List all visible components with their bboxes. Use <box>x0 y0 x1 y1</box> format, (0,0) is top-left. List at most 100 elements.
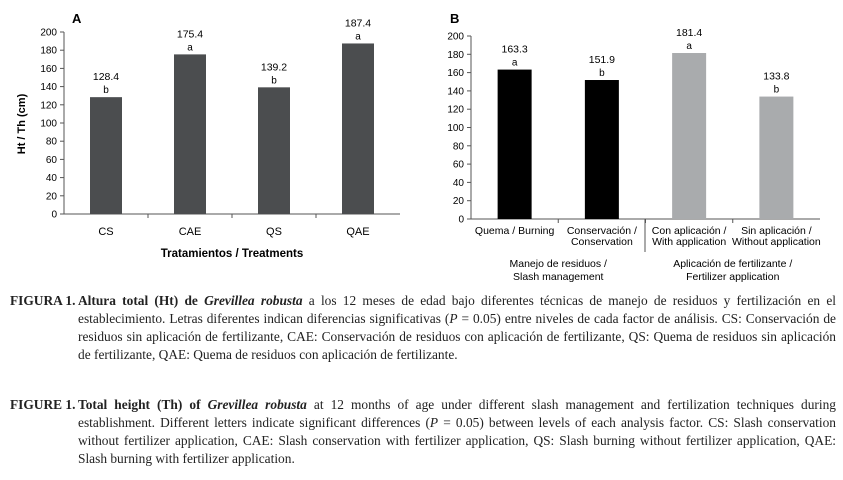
panel-a-ytick-label-0: 0 <box>51 210 57 221</box>
panel-b-letter-3: a <box>686 41 692 52</box>
panel-a-ytick-label-7: 140 <box>40 82 57 93</box>
panel-b-label: B <box>450 11 459 26</box>
panel-b-bars: 163.3 a 151.9 b 181.4 a 133.8 b <box>497 27 794 220</box>
caption-en-text: Total height (Th) of Grevillea robusta a… <box>78 396 836 468</box>
caption-en-part3: = 0.05) between levels of each analysis … <box>78 415 836 466</box>
panel-b-category-3: Con aplicación / With application <box>652 225 727 248</box>
panel-b-group-label-1-line-2: Slash management <box>513 271 604 283</box>
panel-a-category-1-line-1: CS <box>98 226 113 238</box>
panel-a-value-label-2: 175.4 <box>177 28 203 40</box>
caption-spanish: FIGURA 1. Altura total (Ht) de Grevillea… <box>10 292 836 364</box>
panel-b-letter-4: b <box>774 85 780 96</box>
panel-b-bar-2 <box>584 80 619 219</box>
charts-figure: A Ht / Th (cm) 0 20 40 60 80 100 120 140 160 180 2… <box>16 11 821 283</box>
panel-a-value-label-1: 128.4 <box>93 71 119 83</box>
panel-b-category-4: Sin aplicación / Without application <box>732 225 821 248</box>
caption-en-part1: Total height (Th) of <box>78 397 208 412</box>
panel-b-category-2: Conservación / Conservation <box>567 225 637 248</box>
panel-b-category-2-line-2: Conservation <box>571 236 633 248</box>
panel-a-bar-4 <box>342 43 374 214</box>
chart-panel-b: B 0 20 40 60 80 100 120 140 160 180 200 163.3 a 151.… <box>447 11 821 283</box>
panel-b-ytick-label-8: 160 <box>447 68 464 79</box>
caption-es-label: FIGURA 1. <box>10 293 76 308</box>
panel-b-ytick-label-7: 140 <box>447 86 464 97</box>
panel-b-ytick-label-4: 80 <box>453 141 465 152</box>
panel-a-ytick-label-1: 20 <box>46 191 58 202</box>
caption-en-part2: at 12 months of age under different slas… <box>78 397 836 430</box>
caption-english: FIGURE 1. Total height (Th) of Grevillea… <box>10 396 836 468</box>
caption-es-text: Altura total (Ht) de Grevillea robusta a… <box>78 292 836 364</box>
panel-a-category-3: QS <box>266 226 282 238</box>
panel-b-category-4-line-1: Sin aplicación / <box>741 225 812 237</box>
panel-a-ytick-label-4: 80 <box>46 137 58 148</box>
panel-a-ylabel: Ht / Th (cm) <box>16 93 28 154</box>
panel-b-ytick-label-5: 100 <box>447 123 464 134</box>
panel-a-ytick-label-5: 100 <box>40 119 57 130</box>
panel-a-letter-2: a <box>187 42 193 53</box>
caption-es-p-symbol: P <box>449 311 458 326</box>
panel-a-y-ticks: 0 20 40 60 80 100 120 140 160 180 200 <box>40 28 64 221</box>
panel-a-ytick-label-10: 200 <box>40 28 57 39</box>
panel-b-group-label-1-line-1: Manejo de residuos / <box>510 258 608 270</box>
panel-b-letter-2: b <box>599 68 605 79</box>
panel-a-category-4-line-1: QAE <box>346 226 369 238</box>
panel-b-ytick-label-6: 120 <box>447 105 464 116</box>
panel-a-ytick-label-3: 60 <box>46 155 58 166</box>
panel-b-value-label-4: 133.8 <box>763 71 789 83</box>
panel-b-category-4-line-2: Without application <box>732 236 821 248</box>
panel-a-category-2: CAE <box>179 226 202 238</box>
panel-a-letter-3: b <box>271 75 277 86</box>
panel-b-ytick-label-9: 180 <box>447 50 464 61</box>
panel-b-group-label-2-line-1: Aplicación de fertilizante / <box>673 258 792 270</box>
panel-a-category-4: QAE <box>346 226 369 238</box>
panel-a-bar-3 <box>258 87 290 214</box>
caption-es-part3: = 0.05) entre niveles de cada factor de … <box>78 311 836 362</box>
caption-es-species: Grevillea robusta <box>204 293 303 308</box>
panel-a-value-label-4: 187.4 <box>345 17 371 29</box>
panel-b-categories: Quema / Burning Conservación / Conservatio… <box>475 219 821 248</box>
panel-a-ytick-label-2: 40 <box>46 173 58 184</box>
panel-b-category-3-line-1: Con aplicación / <box>652 225 727 237</box>
panel-b-group-label-2-line-2: Fertilizer application <box>686 271 780 283</box>
panel-b-value-label-1: 163.3 <box>501 44 527 56</box>
panel-b-group-label-2: Aplicación de fertilizante / Fertilizer a… <box>673 258 792 283</box>
panel-b-category-3-line-2: With application <box>652 236 726 248</box>
panel-a-bar-2 <box>174 54 206 214</box>
caption-en-label: FIGURE 1. <box>10 397 76 412</box>
panel-a-value-label-3: 139.2 <box>261 61 287 73</box>
panel-a-ytick-label-9: 180 <box>40 46 57 57</box>
panel-b-letter-1: a <box>512 58 518 69</box>
panel-a-category-2-line-1: CAE <box>179 226 202 238</box>
panel-b-ytick-label-2: 40 <box>453 178 465 189</box>
panel-b-group-label-1: Manejo de residuos / Slash management <box>510 258 608 283</box>
panel-a-letter-1: b <box>103 85 109 96</box>
panel-a-label: A <box>72 11 82 26</box>
panel-b-y-ticks: 0 20 40 60 80 100 120 140 160 180 200 <box>447 32 471 226</box>
panel-a-letter-4: a <box>355 31 361 42</box>
caption-en-species: Grevillea robusta <box>207 397 307 412</box>
panel-b-bar-3 <box>672 53 707 220</box>
panel-b-ytick-label-0: 0 <box>458 215 464 226</box>
panel-a-category-3-line-1: QS <box>266 226 282 238</box>
panel-b-value-label-2: 151.9 <box>589 54 615 66</box>
chart-panel-a: A Ht / Th (cm) 0 20 40 60 80 100 120 140 160 180 2… <box>16 11 400 260</box>
panel-a-ytick-label-6: 120 <box>40 100 57 111</box>
panel-a-bar-1 <box>90 97 122 214</box>
panel-b-category-2-line-1: Conservación / <box>567 225 637 237</box>
panel-a-xlabel: Tratamientos / Treatments <box>161 248 304 260</box>
panel-b-value-label-3: 181.4 <box>676 27 702 39</box>
panel-b-category-1: Quema / Burning <box>475 225 555 237</box>
panel-a-categories: CS CAE QS QAE <box>98 214 370 238</box>
panel-b-ytick-label-3: 60 <box>453 160 465 171</box>
panel-b-bar-1 <box>497 69 532 219</box>
panel-a-ytick-label-8: 160 <box>40 64 57 75</box>
panel-b-ytick-label-1: 20 <box>453 196 465 207</box>
caption-es-part2: a los 12 meses de edad bajo diferentes t… <box>78 293 837 326</box>
caption-en-p-symbol: P <box>429 415 439 430</box>
panel-a-category-1: CS <box>98 226 113 238</box>
panel-a-bars: 128.4 b 175.4 a 139.2 b 187.4 a <box>90 17 374 214</box>
caption-es-part1: Altura total (Ht) de <box>78 293 205 308</box>
panel-b-bar-4 <box>759 96 794 219</box>
panel-b-ytick-label-10: 200 <box>447 32 464 43</box>
panel-b-category-1-line-1: Quema / Burning <box>475 225 555 237</box>
